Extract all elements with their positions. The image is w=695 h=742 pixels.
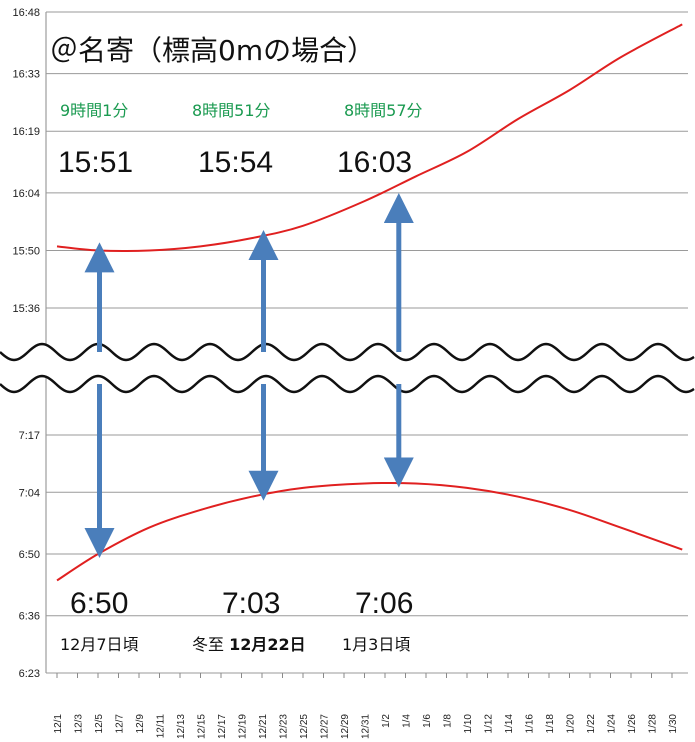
upper-y-tick-label: 15:50 — [12, 245, 40, 257]
sunset-time-3: 16:03 — [337, 146, 412, 179]
x-tick-label: 12/19 — [238, 714, 249, 739]
lower-y-tick-label: 7:17 — [19, 430, 40, 442]
x-tick-label: 12/3 — [74, 714, 85, 734]
x-tick-label: 1/4 — [402, 714, 413, 728]
x-tick-labels: 12/1 12/3 12/5 12/7 12/9 12/11 12/13 12/15 12/17… — [53, 714, 679, 739]
x-tick-label: 1/26 — [627, 714, 638, 734]
lower-series-line — [56, 481, 683, 582]
axis-break-line-lower — [0, 374, 695, 394]
date-note-2: 冬至 12月22日 — [192, 635, 306, 654]
upper-y-tick-label: 16:19 — [12, 126, 40, 138]
sunrise-time-3: 7:06 — [355, 587, 413, 620]
x-tick-label: 12/23 — [279, 714, 290, 739]
x-tick-label: 1/30 — [668, 714, 679, 734]
arrows — [84, 193, 414, 558]
axis-break-line-upper — [0, 342, 695, 362]
x-tick-label: 12/25 — [299, 714, 310, 739]
lower-y-tick-label: 7:04 — [19, 487, 40, 499]
x-tick-label: 1/8 — [443, 714, 454, 728]
x-tick-label: 1/20 — [566, 714, 577, 734]
x-tick-label: 1/10 — [463, 714, 474, 734]
x-tick-label: 1/14 — [504, 714, 515, 734]
upper-y-tick-label: 16:04 — [12, 188, 40, 200]
date-note-2-date: 12月22日 — [229, 635, 306, 654]
sunset-time-1: 15:51 — [58, 146, 133, 179]
upper-y-tick-label: 16:33 — [12, 69, 40, 81]
y-tick-labels: 15:36 15:50 16:04 16:19 16:33 16:48 6:23 6:36 6:… — [12, 7, 40, 680]
series-lines — [56, 23, 683, 582]
x-tick-label: 12/15 — [197, 714, 208, 739]
axis-break — [0, 342, 695, 394]
x-tick-label: 1/22 — [586, 714, 597, 734]
lower-y-tick-label: 6:23 — [19, 668, 40, 680]
x-tick-label: 1/18 — [545, 714, 556, 734]
x-tick-label: 1/12 — [484, 714, 495, 734]
daylength-label-2: 8時間51分 — [192, 101, 271, 120]
x-tick-label: 1/6 — [422, 714, 433, 728]
x-tick-label: 12/31 — [361, 714, 372, 739]
gridlines — [45, 11, 688, 678]
x-tick-label: 12/21 — [258, 714, 269, 739]
lower-y-tick-label: 6:50 — [19, 549, 40, 561]
x-tick-label: 1/16 — [525, 714, 536, 734]
upper-y-tick-label: 15:36 — [12, 303, 40, 315]
daylength-label-3: 8時間57分 — [344, 101, 423, 120]
x-tick-label: 12/7 — [115, 714, 126, 734]
sunrise-time-2: 7:03 — [222, 587, 280, 620]
x-tick-label: 1/2 — [381, 714, 392, 728]
x-tick-label: 12/29 — [340, 714, 351, 739]
chart-title: ＠名寄（標高0mの場合） — [50, 34, 375, 67]
sunrise-time-1: 6:50 — [70, 587, 128, 620]
x-tick-label: 1/24 — [607, 714, 618, 734]
daylength-label-1: 9時間1分 — [60, 101, 128, 120]
x-tick-label: 12/11 — [156, 714, 167, 739]
x-tick-label: 1/28 — [648, 714, 659, 734]
x-tick-label: 12/17 — [217, 714, 228, 739]
x-tick-label: 12/9 — [135, 714, 146, 734]
sunset-time-2: 15:54 — [198, 146, 273, 179]
upper-series-line — [56, 23, 683, 252]
x-tick-label: 12/27 — [320, 714, 331, 739]
x-tick-label: 12/5 — [94, 714, 105, 734]
x-tick-label: 12/1 — [53, 714, 64, 734]
upper-y-tick-label: 16:48 — [12, 7, 40, 19]
date-note-3: 1月3日頃 — [342, 635, 410, 654]
x-tick-label: 12/13 — [176, 714, 187, 739]
axis-break-fill — [0, 344, 695, 392]
lower-y-tick-label: 6:36 — [19, 611, 40, 623]
date-note-2-prefix: 冬至 — [192, 635, 229, 654]
date-note-1: 12月7日頃 — [60, 635, 139, 654]
